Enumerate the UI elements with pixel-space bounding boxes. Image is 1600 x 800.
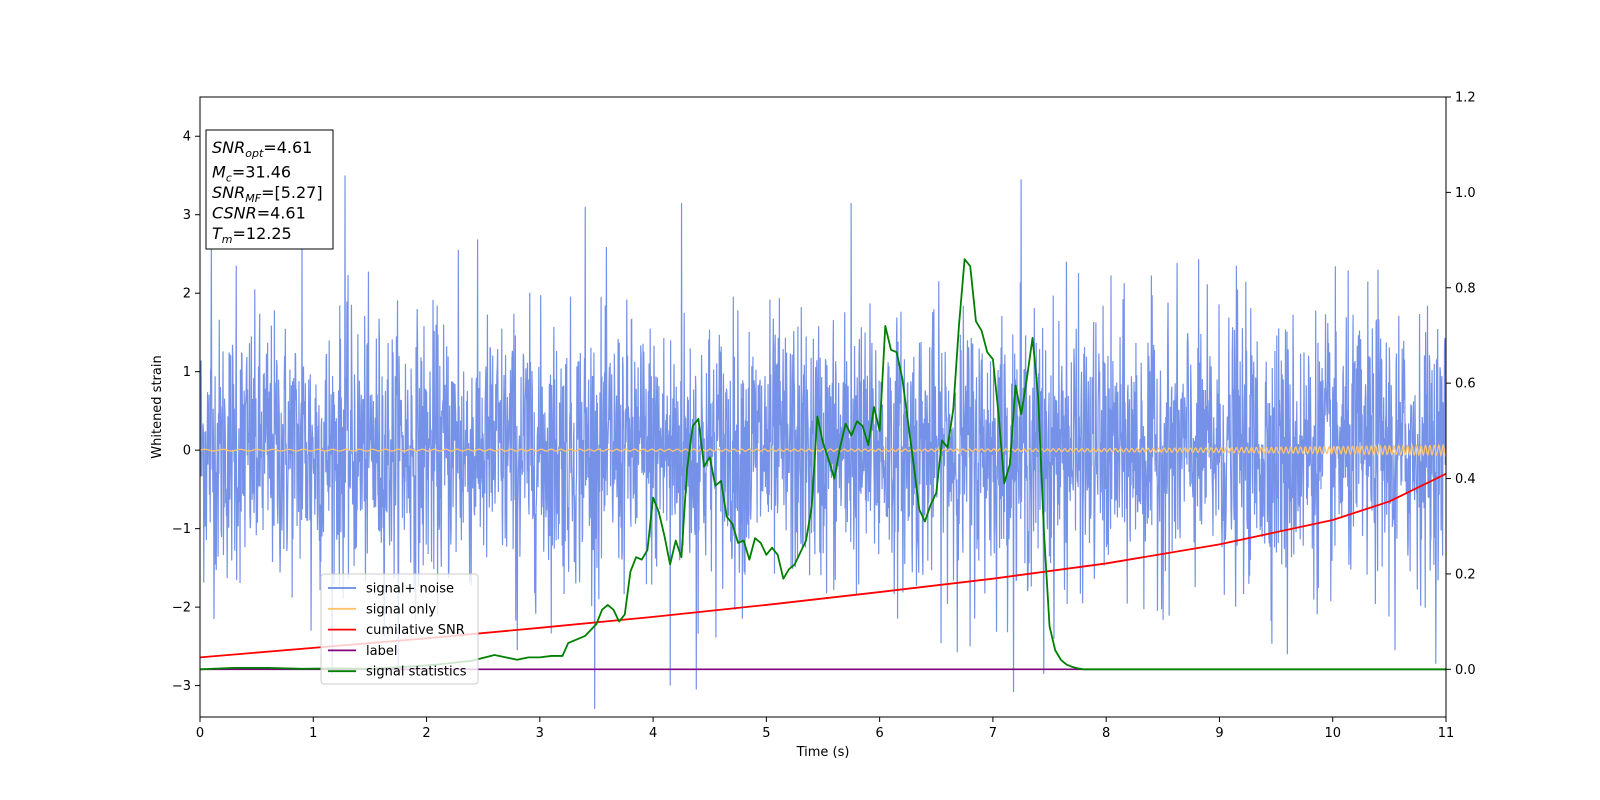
info-box-subscript: m: [222, 233, 233, 246]
x-tick-label: 10: [1324, 726, 1341, 741]
x-tick-label: 2: [422, 726, 430, 741]
x-tick-label: 1: [309, 726, 317, 741]
x-tick-label: 11: [1438, 726, 1455, 741]
y-left-tick-label: −1: [172, 522, 191, 537]
legend: signal+ noise signal only cumilative SNR la…: [320, 573, 479, 685]
y-right-tick-label: 0.2: [1455, 567, 1476, 582]
axes-layer: 0 1 2 3 4 5 6 7 8 9 10 11 −3 −2 −1 0 1 2 3 4 0.0 0.2 0.4 0.6 0.8…: [172, 91, 1476, 742]
info-box-value: =[5.27]: [261, 183, 323, 202]
y-right-tick-label: 0.8: [1455, 281, 1476, 296]
y-right-tick-label: 0.6: [1455, 377, 1476, 392]
legend-label: label: [366, 644, 397, 659]
y-right-tick-label: 0.4: [1455, 472, 1476, 487]
info-box-subscript: opt: [245, 147, 264, 160]
info-box-frame: [205, 129, 334, 250]
x-axis-label: Time (s): [796, 745, 850, 760]
signal-statistics-line: [200, 258, 1446, 671]
info-box-symbol: SNR: [212, 138, 245, 157]
legend-label: signal+ noise: [366, 582, 454, 597]
plot-frame: [199, 96, 1447, 718]
y-left-tick-label: 3: [183, 208, 191, 223]
info-box-line: CSNR=4.61: [212, 204, 306, 223]
x-tick-label: 3: [536, 726, 544, 741]
y-right-tick-label: 1.0: [1455, 186, 1476, 201]
legend-frame: [320, 573, 479, 685]
info-box-line: Mc=31.46: [212, 163, 291, 185]
info-box-subscript: MF: [245, 192, 261, 205]
y-left-tick-label: 0: [183, 444, 191, 459]
y-right-tick-label: 0.0: [1455, 663, 1476, 678]
signal-only-line: [200, 443, 1446, 458]
legend-label: signal statistics: [366, 665, 467, 680]
legend-label: signal only: [366, 602, 436, 617]
info-box-value: =12.25: [233, 224, 292, 243]
x-tick-label: 0: [196, 726, 204, 741]
x-tick-label: 8: [1102, 726, 1110, 741]
info-box-symbol: SNR: [212, 183, 245, 202]
y-left-tick-label: −3: [172, 679, 191, 694]
info-box-symbol: M: [212, 163, 226, 182]
info-box-line: Tm=12.25: [212, 224, 292, 246]
info-box-value: =4.61: [257, 204, 306, 223]
info-box-value: =31.46: [232, 163, 291, 182]
x-tick-label: 6: [875, 726, 883, 741]
info-box-value: =4.61: [263, 138, 312, 157]
legend-label: cumilative SNR: [366, 623, 465, 638]
info-box-subscript: c: [226, 172, 232, 185]
info-box-line: SNRMF=[5.27]: [212, 183, 323, 205]
y-left-tick-label: 4: [183, 130, 191, 145]
y-left-tick-label: 1: [183, 365, 191, 380]
x-tick-label: 7: [989, 726, 997, 741]
y-left-tick-label: −2: [172, 601, 191, 616]
info-box: SNRopt=4.61Mc=31.46SNRMF=[5.27]CSNR=4.61…: [205, 129, 334, 250]
x-tick-label: 5: [762, 726, 770, 741]
info-box-line: SNRopt=4.61: [212, 138, 312, 160]
x-tick-label: 9: [1215, 726, 1223, 741]
info-box-symbol: CSNR: [212, 204, 257, 223]
info-box-symbol: T: [212, 224, 223, 243]
x-tick-label: 4: [649, 726, 657, 741]
signal-noise-line: [200, 175, 1446, 709]
y-axis-label: Whitened strain: [150, 355, 165, 458]
y-left-tick-label: 2: [183, 287, 191, 302]
y-right-tick-label: 1.2: [1455, 91, 1476, 106]
